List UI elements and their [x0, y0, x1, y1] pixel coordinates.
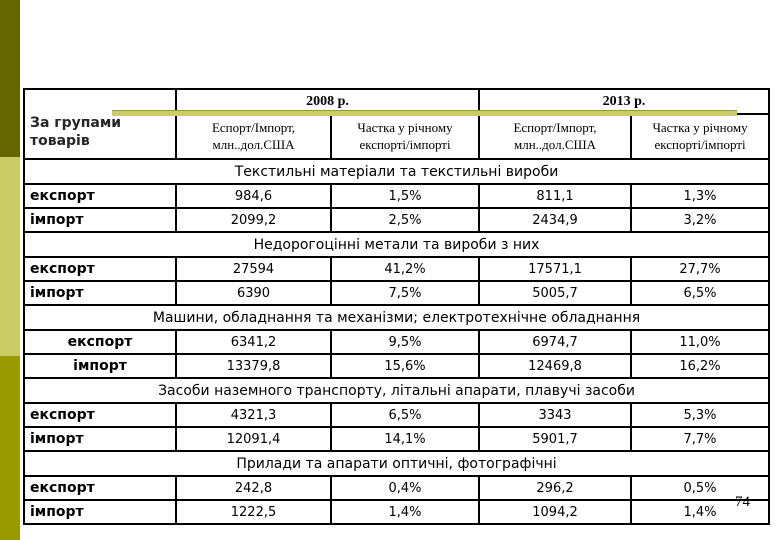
row-export: експорт 27594 41,2% 17571,1 27,7% [23, 256, 771, 282]
row-export: експорт 984,6 1,5% 811,1 1,3% [23, 183, 771, 209]
value-cell: 14,1% [329, 426, 481, 452]
row-import: імпорт 12091,4 14,1% 5901,7 7,7% [23, 426, 771, 452]
value-cell: 17571,1 [478, 256, 633, 282]
row-import: імпорт 13379,8 15,6% 12469,8 16,2% [23, 353, 771, 379]
value-cell: 6,5% [329, 402, 481, 428]
subheader-export-import-2013: Еспорт/Імпорт, млн..дол.США [478, 113, 633, 160]
value-cell: 11,0% [630, 329, 771, 355]
row-import: імпорт 2099,2 2,5% 2434,9 3,2% [23, 207, 771, 233]
row-export: експорт 6341,2 9,5% 6974,7 11,0% [23, 329, 771, 355]
subheader-share-2013: Частка у річному експорті/імпорті [630, 113, 771, 160]
section-title-row: Засоби наземного транспорту, літальні ап… [22, 377, 771, 404]
value-cell: 984,6 [175, 183, 332, 209]
subheader-share-2008: Частка у річному експорті/імпорті [329, 113, 481, 160]
row-import: імпорт 1222,5 1,4% 1094,2 1,4% [23, 499, 771, 525]
value-cell: 5,3% [630, 402, 771, 428]
sidebar-segment-dark-olive [0, 0, 20, 157]
sidebar-accent-bar [0, 0, 20, 540]
section-title-machines: Машини, обладнання та механізми; електро… [22, 304, 771, 331]
value-cell: 6974,7 [478, 329, 633, 355]
value-cell: 7,7% [630, 426, 771, 452]
subheader-export-import-2008: Еспорт/Імпорт, млн..дол.США [175, 113, 332, 160]
value-cell: 0,4% [329, 475, 481, 501]
value-cell: 4321,3 [175, 402, 332, 428]
section-title-transport: Засоби наземного транспорту, літальні ап… [22, 377, 771, 404]
row-export: експорт 4321,3 6,5% 3343 5,3% [23, 402, 771, 428]
page-number: 74 [735, 494, 750, 510]
row-label: імпорт [23, 499, 177, 525]
row-label: імпорт [23, 207, 177, 233]
section-title-row: Прилади та апарати оптичні, фотографічні [22, 450, 771, 477]
section-title-textile: Текстильні матеріали та текстильні вироб… [22, 158, 771, 185]
value-cell: 1,4% [630, 499, 771, 525]
value-cell: 6390 [175, 280, 332, 306]
value-cell: 5005,7 [478, 280, 633, 306]
column-header-row: Еспорт/Імпорт, млн..дол.США Частка у річ… [24, 113, 771, 160]
value-cell: 15,6% [329, 353, 481, 379]
value-cell: 5901,7 [478, 426, 633, 452]
value-cell: 41,2% [329, 256, 481, 282]
value-cell: 811,1 [478, 183, 633, 209]
section-title-row: Недорогоцінні метали та вироби з них [22, 231, 771, 258]
section-title-optical: Прилади та апарати оптичні, фотографічні [22, 450, 771, 477]
value-cell: 9,5% [329, 329, 481, 355]
section-title-metals: Недорогоцінні метали та вироби з них [22, 231, 771, 258]
value-cell: 242,8 [175, 475, 332, 501]
value-cell: 27,7% [630, 256, 771, 282]
row-import: імпорт 6390 7,5% 5005,7 6,5% [23, 280, 771, 306]
value-cell: 3,2% [630, 207, 771, 233]
row-label: експорт [23, 256, 177, 282]
value-cell: 7,5% [329, 280, 481, 306]
header-underline [112, 110, 737, 116]
value-cell: 1,5% [329, 183, 481, 209]
value-cell: 1222,5 [175, 499, 332, 525]
value-cell: 3343 [478, 402, 633, 428]
value-cell: 2099,2 [175, 207, 332, 233]
row-label: імпорт [23, 280, 177, 306]
trade-data-table: За групами товарів 2008 р. 2013 р. Еспор… [22, 88, 771, 525]
value-cell: 13379,8 [175, 353, 332, 379]
row-label: імпорт [23, 426, 177, 452]
value-cell: 2434,9 [478, 207, 633, 233]
value-cell: 6,5% [630, 280, 771, 306]
row-label: експорт [23, 183, 177, 209]
row-label: експорт [23, 475, 177, 501]
value-cell: 1,4% [329, 499, 481, 525]
value-cell: 6341,2 [175, 329, 332, 355]
value-cell: 1094,2 [478, 499, 633, 525]
row-label: експорт [23, 402, 177, 428]
value-cell: 12091,4 [175, 426, 332, 452]
row-label: імпорт [23, 353, 177, 379]
value-cell: 0,5% [630, 475, 771, 501]
section-title-row: Текстильні матеріали та текстильні вироб… [22, 158, 771, 185]
row-label: експорт [23, 329, 177, 355]
value-cell: 296,2 [478, 475, 633, 501]
value-cell: 2,5% [329, 207, 481, 233]
value-cell: 12469,8 [478, 353, 633, 379]
value-cell: 16,2% [630, 353, 771, 379]
corner-header: За групами товарів [23, 88, 177, 160]
value-cell: 27594 [175, 256, 332, 282]
row-export: експорт 242,8 0,4% 296,2 0,5% [23, 475, 771, 501]
value-cell: 1,3% [630, 183, 771, 209]
sidebar-segment-olive [0, 356, 20, 540]
section-title-row: Машини, обладнання та механізми; електро… [22, 304, 771, 331]
sidebar-segment-khaki [0, 157, 20, 356]
